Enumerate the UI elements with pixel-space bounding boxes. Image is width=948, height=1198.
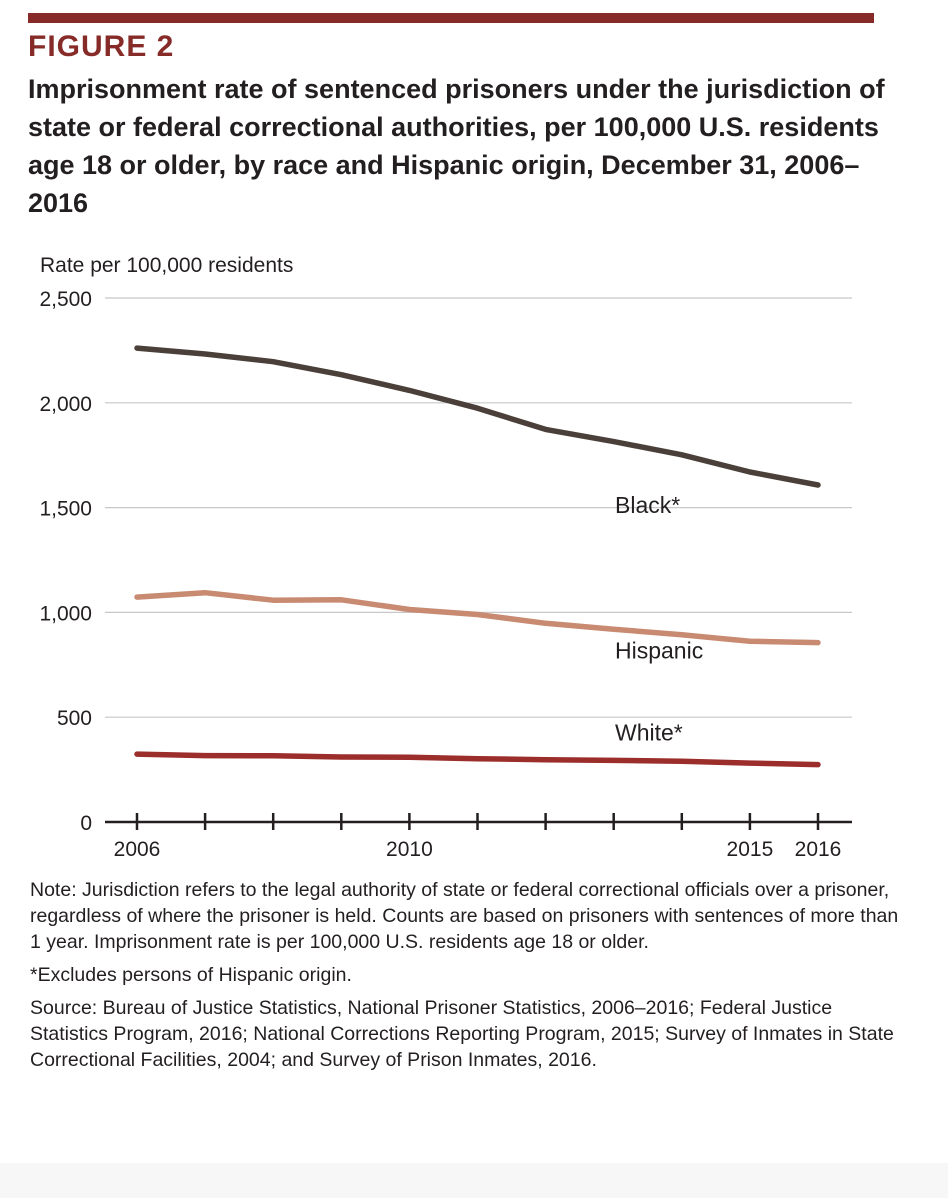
series-lines [134,345,821,768]
bottom-band [0,1163,948,1198]
y-tick-label: 2,500 [39,288,92,311]
series-label: Hispanic [615,638,703,664]
figure-label: FIGURE 2 [28,30,175,63]
grid-lines [105,297,852,718]
y-tick-label: 2,000 [39,393,92,416]
y-tick-label: 1,000 [39,602,92,625]
series-labels: Black* Hispanic White* [615,492,703,745]
note-text: Note: Jurisdiction refers to the legal a… [30,879,899,953]
x-tick-label: 2016 [795,838,842,861]
series-label: White* [615,719,683,745]
x-tick-label: 2015 [727,838,774,861]
notes-section: Note: Jurisdiction refers to the legal a… [30,877,910,1080]
y-tick-label: 1,500 [39,498,92,521]
x-tick-labels: 2006 2010 2015 2016 [114,838,842,861]
x-tick-label: 2006 [114,838,161,861]
y-tick-labels: 0 500 1,000 1,500 2,000 2,500 [39,288,92,835]
series-line [134,589,821,646]
line-chart: 0 500 1,000 1,500 2,000 2,500 2006 2010 2015 201… [39,288,852,861]
series-label: Black* [615,492,680,518]
source-text: Source: Bureau of Justice Statistics, Na… [30,997,894,1071]
series-line [134,751,821,768]
footnote-text: *Excludes persons of Hispanic origin. [30,964,352,986]
y-tick-label: 0 [80,812,92,835]
y-tick-label: 500 [57,707,92,730]
x-tick-label: 2010 [386,838,433,861]
series-line [134,345,821,488]
figure-title: Imprisonment rate of sentenced prisoners… [28,74,885,218]
top-rule [28,13,874,23]
x-axis [105,813,852,830]
y-axis-label: Rate per 100,000 residents [40,254,294,277]
